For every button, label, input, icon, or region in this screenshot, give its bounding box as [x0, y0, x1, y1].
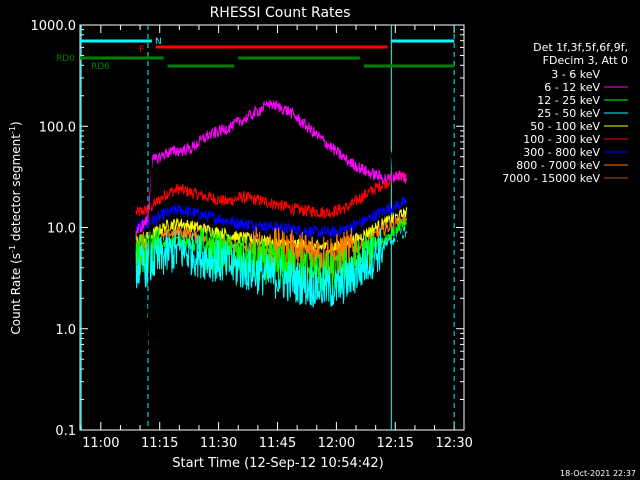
count-rate-curve — [135, 196, 408, 239]
count-rate-curve — [135, 90, 408, 352]
legend-entry-label: 50 - 100 keV — [530, 120, 600, 133]
legend-entry-label: 800 - 7000 keV — [516, 159, 600, 172]
legend-entry-label: 7000 - 15000 keV — [502, 172, 600, 185]
y-tick-label: 100.0 — [39, 120, 76, 135]
legend-entry-label: 100 - 300 keV — [523, 133, 600, 146]
x-tick-label: 12:15 — [377, 436, 414, 451]
x-axis-label: Start Time (12-Sep-12 10:54:42) — [172, 456, 383, 471]
y-tick-label: 0.1 — [55, 424, 76, 439]
y-axis-label: Count Rate (s-1 detector segment-1) — [8, 121, 23, 334]
count-rate-curve — [135, 97, 408, 236]
state-label-n: N — [155, 37, 162, 47]
state-label-f: F — [139, 45, 144, 55]
y-axis-label-close: ) — [9, 121, 23, 126]
count-rate-curve — [135, 171, 408, 219]
y-axis-label-main: Count Rate (s — [9, 253, 23, 335]
x-tick-label: 12:00 — [318, 436, 355, 451]
y-axis-label-sup: -1 — [8, 245, 17, 253]
legend: Det 1f,3f,5f,6f,9f, FDecim 3, Att 0 3 - … — [502, 41, 628, 185]
x-tick-label: 11:30 — [200, 436, 237, 451]
legend-header-line-2: FDecim 3, Att 0 — [543, 54, 628, 67]
y-tick-label: 1.0 — [55, 323, 76, 338]
legend-entry-label: 12 - 25 keV — [537, 94, 600, 107]
chart-title: RHESSI Count Rates — [210, 5, 351, 21]
generation-timestamp: 18-Oct-2021 22:37 — [560, 469, 636, 478]
state-label-rd0: RD0 — [56, 54, 75, 64]
y-axis-label-tail: detector segment — [9, 134, 23, 245]
y-axis-label-sup2: -1 — [8, 126, 17, 134]
count-rate-curve — [135, 226, 408, 308]
y-tick-label: 1000.0 — [31, 19, 77, 34]
legend-entry-label: 25 - 50 keV — [537, 107, 600, 120]
legend-entry-label: 3 - 6 keV — [551, 68, 600, 81]
state-label-rd6: RD6 — [91, 62, 110, 72]
x-tick-label: 11:00 — [82, 436, 119, 451]
legend-entry-label: 300 - 800 keV — [523, 146, 600, 159]
x-tick-label: 11:15 — [141, 436, 178, 451]
legend-entry-label: 6 - 12 keV — [544, 81, 600, 94]
plot-area: 0.1 1.0 10.0 100.0 1000.0 11:00 11:15 11:30 11:4… — [31, 19, 473, 451]
x-tick-label: 11:45 — [259, 436, 296, 451]
y-tick-label: 10.0 — [47, 222, 76, 237]
legend-header-line-1: Det 1f,3f,5f,6f,9f, — [533, 41, 628, 54]
x-tick-label: 12:30 — [435, 436, 472, 451]
